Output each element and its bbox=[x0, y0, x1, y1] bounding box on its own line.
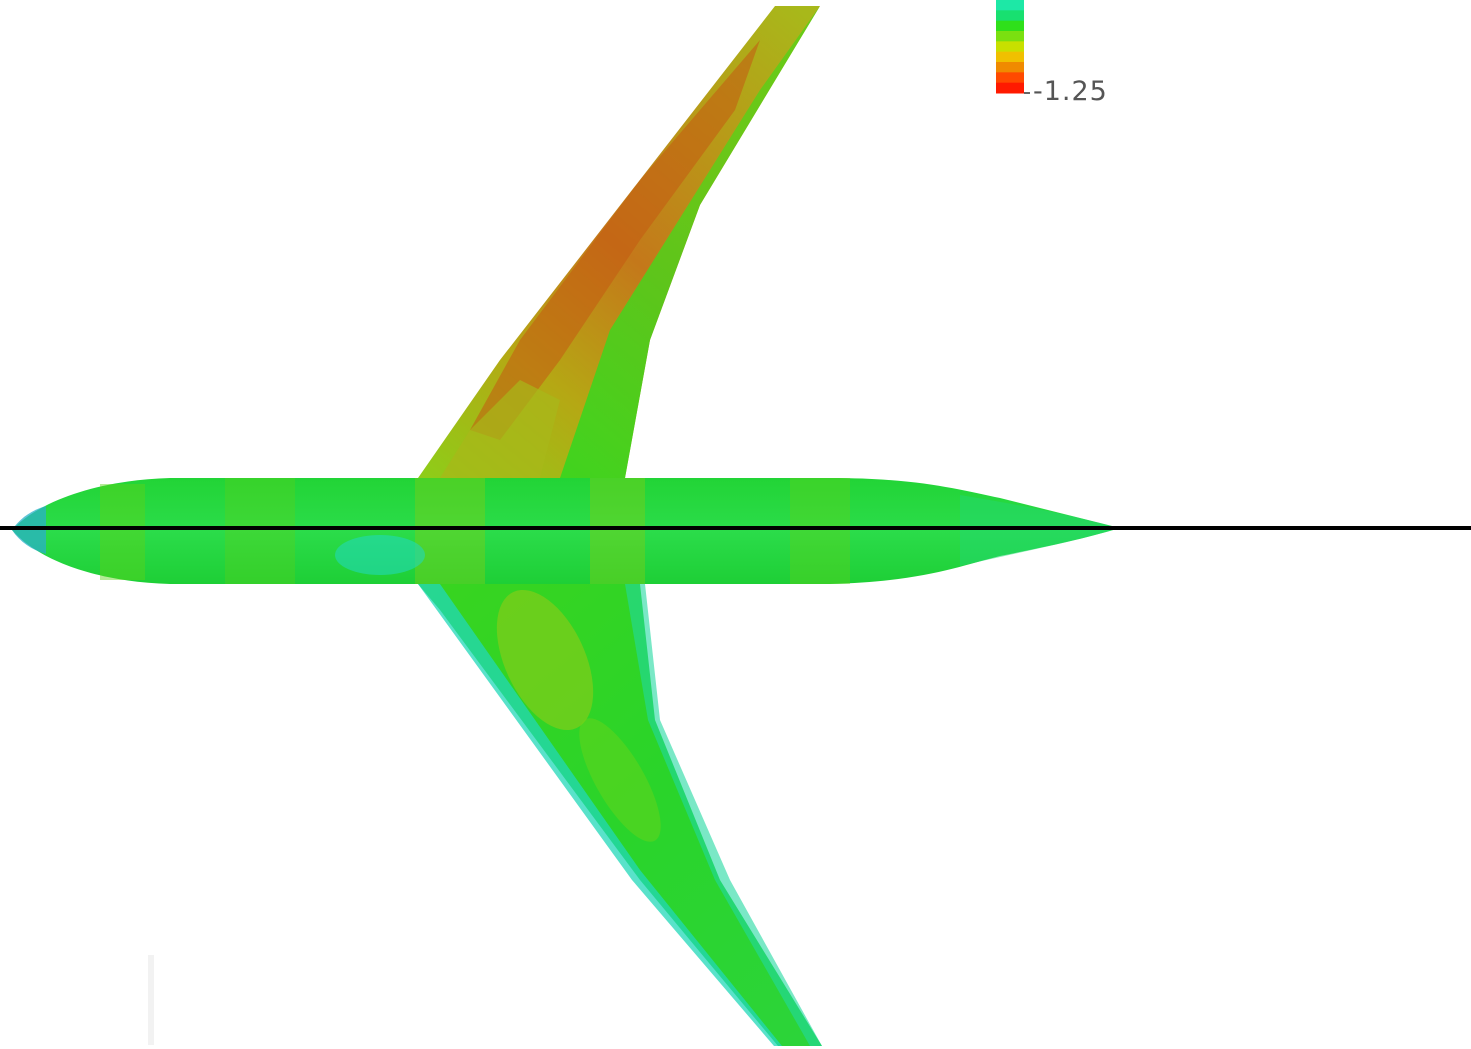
legend-swatch bbox=[996, 62, 1024, 73]
upper-wing-inner-band bbox=[440, 380, 560, 478]
legend-swatch bbox=[996, 72, 1024, 84]
legend-min-label: -1.25 bbox=[1033, 76, 1108, 107]
fuselage-band bbox=[590, 478, 645, 584]
lower-wing-contour-patch bbox=[496, 589, 594, 731]
legend-swatch bbox=[996, 51, 1024, 63]
fuselage-cool-spot bbox=[335, 535, 425, 575]
fuselage-body bbox=[12, 478, 1120, 584]
fuselage bbox=[12, 478, 1120, 584]
lower-wing-leading-edge bbox=[418, 584, 782, 1046]
legend-swatch bbox=[996, 20, 1024, 32]
fuselage-band bbox=[415, 478, 485, 584]
legend-swatch bbox=[996, 10, 1024, 22]
upper-wing-trailing-band bbox=[560, 6, 820, 478]
fuselage-band bbox=[100, 484, 145, 580]
legend-swatch bbox=[996, 31, 1024, 42]
legend-swatch bbox=[996, 0, 1024, 11]
lower-wing-contour-patch-2 bbox=[579, 718, 661, 842]
legend-swatch bbox=[996, 41, 1024, 53]
color-legend-bar bbox=[996, 0, 1024, 94]
fuselage-band bbox=[790, 478, 850, 584]
fuselage-band bbox=[225, 478, 295, 584]
legend-swatch bbox=[996, 82, 1024, 94]
lower-wing bbox=[418, 584, 822, 1046]
upper-wing-hot-region bbox=[470, 40, 760, 440]
tail-cone bbox=[960, 495, 1120, 566]
upper-wing bbox=[418, 6, 820, 478]
lower-wing-trailing-edge bbox=[625, 584, 822, 1046]
render-artifact bbox=[148, 955, 154, 1045]
